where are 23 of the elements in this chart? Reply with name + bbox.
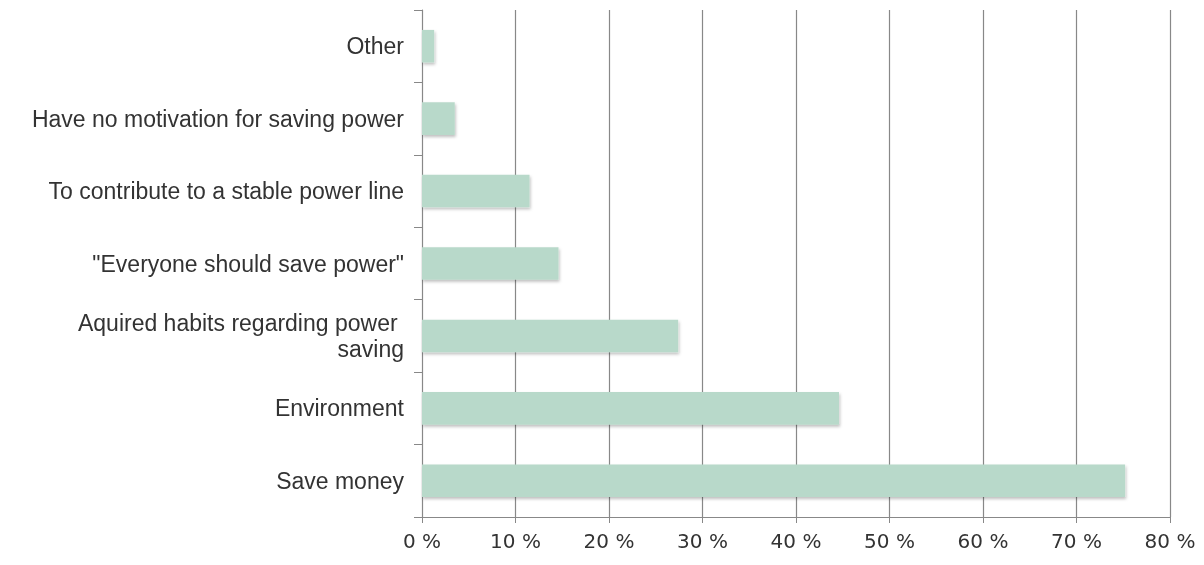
y-tick-label: Save money <box>276 467 405 494</box>
x-tick-label: 80 % <box>1144 529 1196 553</box>
x-tick-label: 30 % <box>677 529 728 553</box>
bar <box>422 392 840 425</box>
y-tick-label: Have no motivation for saving power <box>31 105 405 132</box>
x-tick-label: 50 % <box>864 529 915 553</box>
bar <box>422 319 679 353</box>
bar <box>422 174 530 208</box>
bar <box>422 102 455 135</box>
x-tick-label: 70 % <box>1051 529 1102 553</box>
x-tick-label: 0 % <box>402 529 442 553</box>
y-tick-label: Other <box>346 33 405 60</box>
y-tick-label: Environment <box>274 395 405 422</box>
bar <box>422 464 1126 498</box>
x-tick-label: 10 % <box>490 529 541 553</box>
x-tick-label: 40 % <box>770 529 822 553</box>
bar <box>422 29 435 63</box>
x-tick-label: 60 % <box>957 529 1009 553</box>
y-tick-label: To contribute to a stable power line <box>48 178 404 205</box>
y-tick-label: "Everyone should save power" <box>92 250 404 277</box>
x-tick-label: 20 % <box>583 529 635 553</box>
bar <box>422 247 559 280</box>
y-tick-label: Aquired habits regarding power saving <box>77 309 404 362</box>
